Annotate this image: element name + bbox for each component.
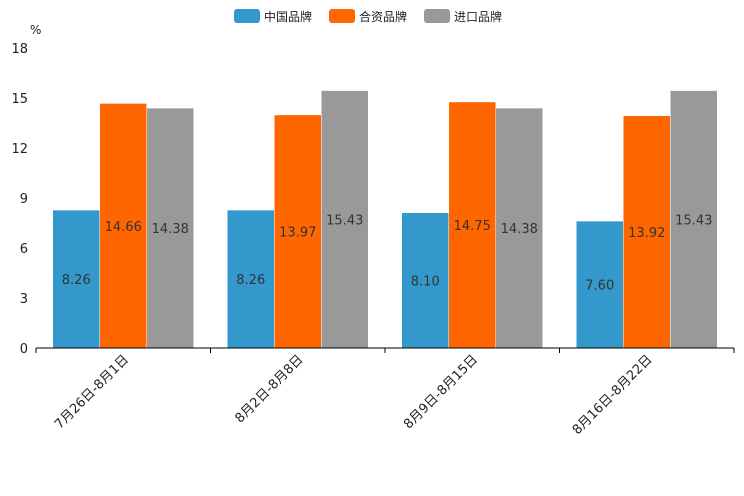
y-axis: 0 3 6 9 12 15 18: [11, 42, 28, 357]
bar: [53, 210, 100, 348]
data-label: 14.66: [105, 220, 142, 235]
bar: [496, 108, 543, 348]
x-tick-label: 8月16日-8月22日: [570, 352, 656, 438]
y-tick-label: 6: [20, 242, 28, 257]
x-tick-label: 8月9日-8月15日: [401, 352, 481, 432]
x-tick-label: 8月2日-8月8日: [232, 352, 306, 426]
data-label: 15.43: [675, 213, 712, 228]
legend-swatch: [234, 9, 260, 23]
legend-swatch: [329, 9, 355, 23]
plot-area: 8.26 14.66 14.38 8.26 13.97 15.43 8.10 14.75 14.…: [53, 90, 717, 349]
bar: [274, 115, 321, 349]
legend-label: 中国品牌: [264, 9, 312, 24]
data-label: 7.60: [585, 279, 614, 294]
data-label: 14.75: [454, 219, 491, 234]
y-tick-label: 3: [20, 292, 28, 307]
data-label: 13.97: [279, 226, 316, 241]
y-tick-label: 18: [11, 42, 28, 57]
bar: [402, 213, 449, 348]
data-label: 14.38: [501, 222, 538, 237]
bar: [321, 90, 368, 348]
y-tick-label: 15: [11, 92, 28, 107]
legend-label: 合资品牌: [359, 9, 407, 24]
legend-swatch: [424, 9, 450, 23]
data-label: 13.92: [628, 226, 665, 241]
y-tick-label: 0: [20, 342, 28, 357]
data-label: 8.10: [411, 275, 440, 290]
bar: [147, 108, 194, 348]
bar: [623, 116, 670, 348]
y-tick-label: 9: [20, 192, 28, 207]
data-label: 8.26: [236, 273, 265, 288]
y-tick-label: 12: [11, 142, 28, 157]
bar: [100, 103, 147, 349]
bar: [449, 102, 496, 349]
y-axis-unit-label: %: [30, 23, 41, 37]
bar: [227, 210, 274, 348]
data-label: 15.43: [326, 213, 363, 228]
x-tick-label: 7月26日-8月1日: [52, 352, 132, 432]
legend: 中国品牌 合资品牌 进口品牌: [234, 9, 502, 24]
bar: [670, 90, 717, 348]
data-label: 8.26: [62, 273, 91, 288]
bar: [576, 221, 623, 348]
data-label: 14.38: [152, 222, 189, 237]
legend-label: 进口品牌: [454, 10, 502, 24]
x-axis: 7月26日-8月1日 8月2日-8月8日 8月9日-8月15日 8月16日-8月22日: [35, 348, 735, 438]
